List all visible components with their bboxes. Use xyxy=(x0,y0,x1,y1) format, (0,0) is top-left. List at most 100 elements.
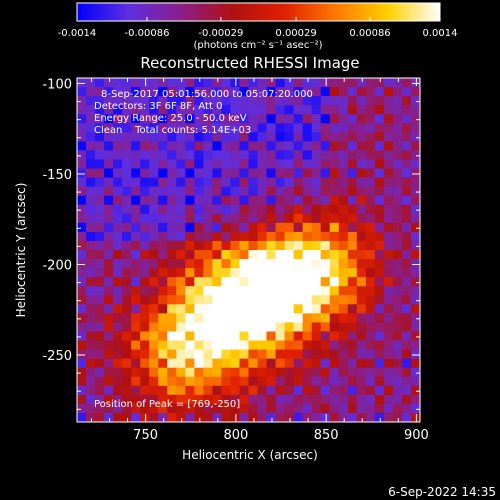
heatmap-cell xyxy=(203,150,213,161)
heatmap-cell xyxy=(122,222,132,233)
heatmap-cell xyxy=(356,168,367,179)
heatmap-cell xyxy=(221,259,232,269)
heatmap-cell xyxy=(221,78,232,88)
heatmap-cell xyxy=(176,412,186,422)
heatmap-cell xyxy=(383,385,394,396)
heatmap-cell xyxy=(95,96,105,106)
heatmap-cell xyxy=(176,313,186,324)
heatmap-cell xyxy=(158,168,168,179)
heatmap-cell xyxy=(329,222,340,233)
heatmap-cell xyxy=(275,376,286,387)
heatmap-cell xyxy=(365,132,376,142)
heatmap-cell xyxy=(338,159,349,170)
heatmap-cell xyxy=(266,195,277,206)
heatmap-cell xyxy=(329,105,340,115)
heatmap-cell xyxy=(293,132,304,142)
heatmap-cell xyxy=(347,376,358,387)
heatmap-cell xyxy=(95,132,105,142)
heatmap-cell xyxy=(212,259,223,269)
heatmap-cell xyxy=(383,150,394,161)
heatmap-cell xyxy=(356,295,367,305)
heatmap-cell xyxy=(374,78,385,88)
heatmap-cell xyxy=(194,231,204,242)
heatmap-cell xyxy=(149,259,159,269)
heatmap-cell xyxy=(410,96,420,106)
heatmap-cell xyxy=(284,96,295,106)
heatmap-cell xyxy=(302,412,313,422)
heatmap-cell xyxy=(194,177,204,188)
heatmap-cell xyxy=(212,150,223,161)
heatmap-cell xyxy=(383,186,394,197)
heatmap-cell xyxy=(257,286,268,296)
heatmap-cell xyxy=(149,222,159,233)
heatmap-cell xyxy=(185,394,195,405)
heatmap-cell xyxy=(347,96,358,106)
heatmap-cell xyxy=(104,123,114,133)
heatmap-cell xyxy=(113,213,123,224)
heatmap-cell xyxy=(374,340,385,351)
heatmap-cell xyxy=(347,240,358,251)
heatmap-cell xyxy=(293,141,304,152)
heatmap-cell xyxy=(194,358,204,369)
x-tick-label: 750 xyxy=(133,428,158,443)
heatmap-cell xyxy=(392,376,403,387)
heatmap-cell xyxy=(311,96,322,106)
heatmap-cell xyxy=(320,132,331,142)
heatmap-cell xyxy=(203,259,213,269)
heatmap-cell xyxy=(167,295,177,305)
heatmap-cell xyxy=(347,331,358,342)
heatmap-cell xyxy=(203,268,213,278)
heatmap-cell xyxy=(257,313,268,324)
heatmap-cell xyxy=(158,87,168,97)
heatmap-cell xyxy=(122,231,132,242)
heatmap-cell xyxy=(212,141,223,152)
heatmap-cell xyxy=(122,132,132,142)
heatmap-cell xyxy=(356,349,367,360)
heatmap-cell xyxy=(77,322,87,333)
heatmap-cell xyxy=(248,204,259,215)
heatmap-cell xyxy=(320,331,331,342)
heatmap-cell xyxy=(176,349,186,360)
heatmap-cell xyxy=(185,195,195,206)
heatmap-cell xyxy=(347,349,358,360)
heatmap-cell xyxy=(410,367,420,378)
heatmap-cell xyxy=(140,286,150,296)
heatmap-cell xyxy=(230,231,241,242)
heatmap-cell xyxy=(356,204,367,215)
heatmap-cell xyxy=(77,340,87,351)
heatmap-cell xyxy=(302,240,313,251)
heatmap-cell xyxy=(410,168,420,179)
heatmap-cell xyxy=(320,177,331,188)
heatmap-cell xyxy=(293,322,304,333)
heatmap-cell xyxy=(86,231,96,242)
heatmap-cell xyxy=(158,259,168,269)
heatmap-cell xyxy=(77,114,87,124)
heatmap-cell xyxy=(77,313,87,324)
heatmap-cell xyxy=(212,340,223,351)
heatmap-cell xyxy=(104,295,114,305)
heatmap-cell xyxy=(284,295,295,305)
heatmap-cell xyxy=(176,277,186,287)
heatmap-cell xyxy=(338,313,349,324)
heatmap-cell xyxy=(392,403,403,414)
heatmap-cell xyxy=(113,286,123,296)
heatmap-cell xyxy=(248,186,259,197)
heatmap-cell xyxy=(149,394,159,405)
heatmap-cell xyxy=(410,177,420,188)
heatmap-cell xyxy=(167,177,177,188)
heatmap-cell xyxy=(275,141,286,152)
heatmap-cell xyxy=(383,358,394,369)
heatmap-cell xyxy=(167,412,177,422)
heatmap-cell xyxy=(158,114,168,124)
heatmap-cell xyxy=(104,114,114,124)
heatmap-cell xyxy=(311,177,322,188)
heatmap-cell xyxy=(275,340,286,351)
heatmap-cell xyxy=(284,123,295,133)
heatmap-cell xyxy=(266,159,277,170)
heatmap-cell xyxy=(230,268,241,278)
heatmap-cell xyxy=(176,394,186,405)
heatmap-cell xyxy=(86,268,96,278)
heatmap-cell xyxy=(266,168,277,179)
heatmap-cell xyxy=(374,168,385,179)
heatmap-cell xyxy=(347,168,358,179)
